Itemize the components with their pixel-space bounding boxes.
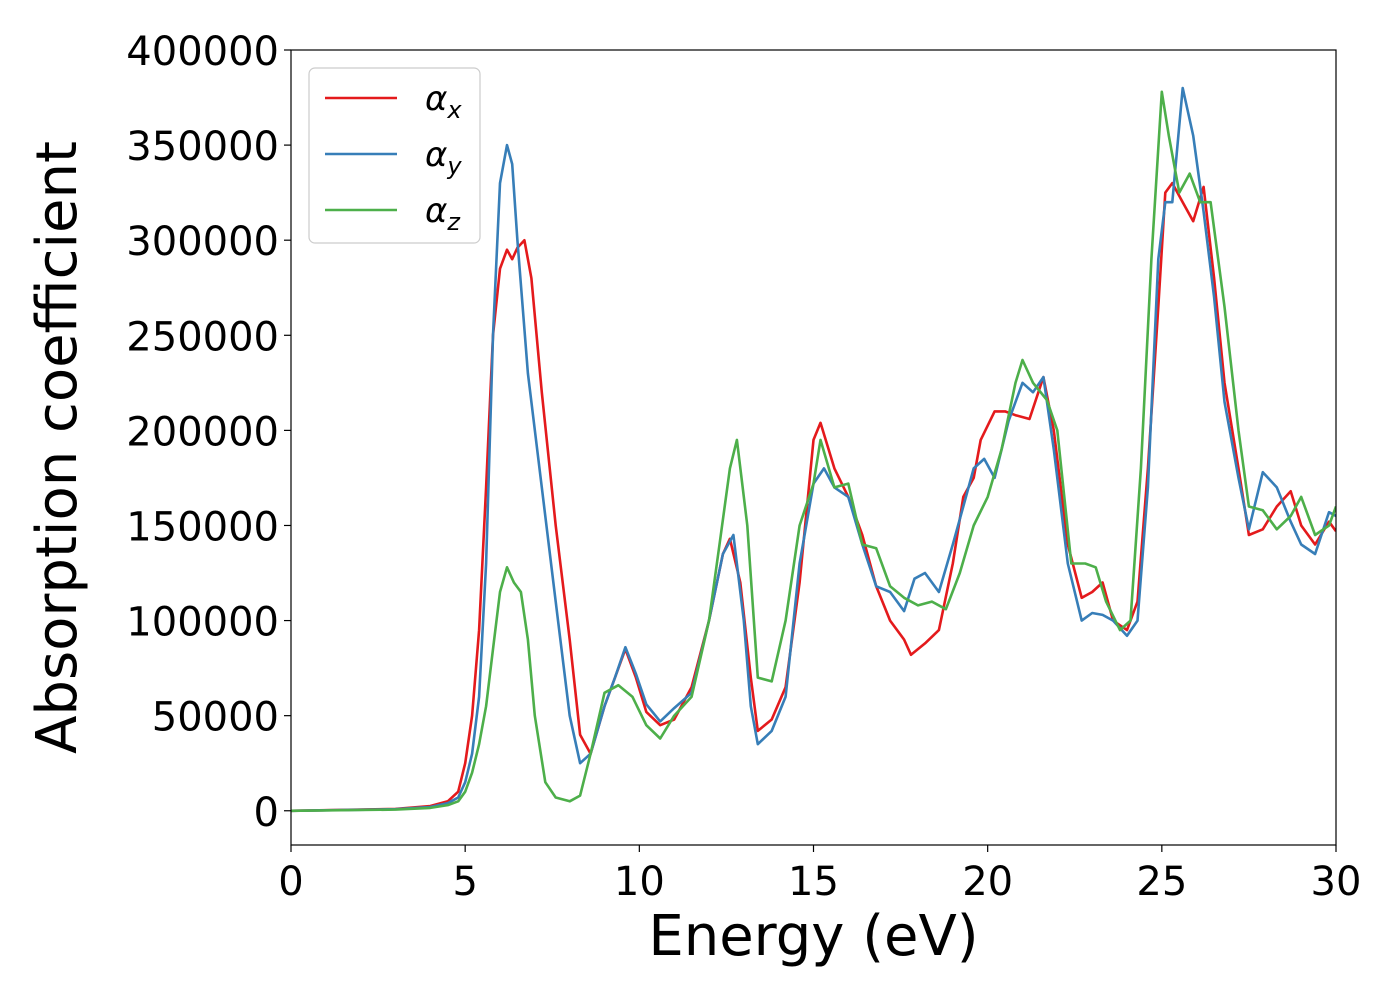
y-tick-label: 300000 <box>126 219 279 265</box>
x-tick-label: 20 <box>962 859 1013 905</box>
y-axis-title: Absorption coefficient <box>25 141 90 754</box>
x-tick-label: 30 <box>1311 859 1362 905</box>
series-layer <box>291 86 1336 813</box>
y-tick-label: 150000 <box>126 504 279 550</box>
y-tick-label: 250000 <box>126 314 279 360</box>
y-tick-label: 50000 <box>152 695 279 741</box>
y-tick-label: 400000 <box>126 29 279 75</box>
x-axis: 0 5 10 15 20 25 30 <box>278 845 1361 905</box>
y-tick-label: 350000 <box>126 124 279 170</box>
x-axis-title: Energy (eV) <box>648 904 978 969</box>
x-tick-label: 5 <box>452 859 477 905</box>
x-tick-label: 25 <box>1136 859 1187 905</box>
series-line-x <box>291 181 1336 813</box>
y-tick-label: 0 <box>254 790 279 836</box>
x-tick-label: 10 <box>614 859 665 905</box>
series-line-z <box>291 90 1336 813</box>
y-tick-label: 200000 <box>126 409 279 455</box>
legend-box <box>308 67 481 244</box>
x-tick-label: 15 <box>788 859 839 905</box>
y-axis: 0 50000 100000 150000 200000 250000 300000 3500… <box>126 29 291 836</box>
y-tick-label: 100000 <box>126 600 279 646</box>
x-tick-label: 0 <box>278 859 303 905</box>
